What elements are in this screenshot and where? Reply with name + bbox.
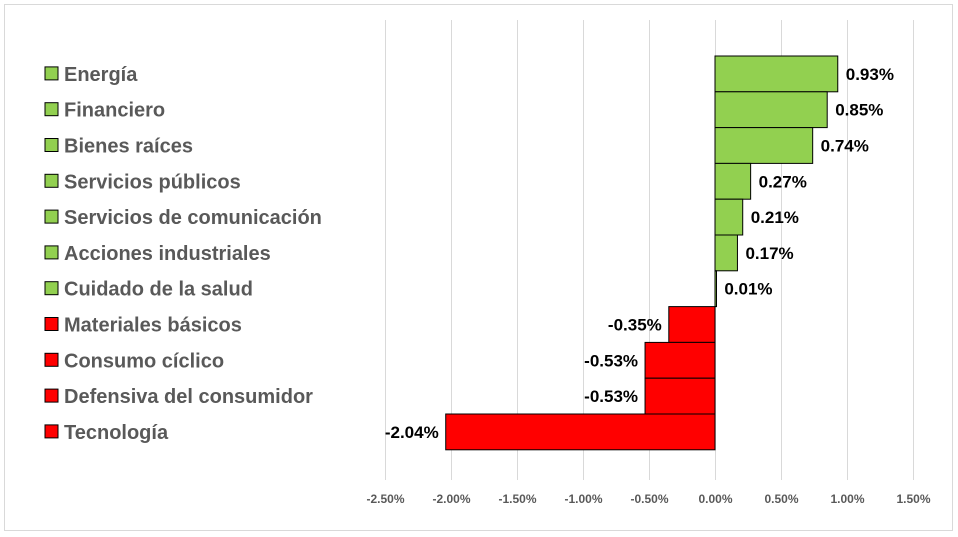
x-tick-label: 1.00%	[830, 492, 864, 506]
bar	[714, 127, 814, 164]
legend-swatch	[44, 173, 59, 188]
bar	[714, 91, 828, 129]
bar	[714, 162, 752, 200]
bar	[668, 306, 716, 343]
value-label: -2.04%	[385, 423, 439, 442]
legend-swatch	[44, 66, 59, 81]
x-tick-label: -1.00%	[564, 492, 602, 506]
category-label: Energía	[64, 64, 138, 86]
legend-swatch	[44, 102, 59, 117]
value-label: 0.21%	[751, 208, 799, 227]
value-label: 0.17%	[745, 244, 793, 263]
x-tick-label: -2.50%	[366, 492, 404, 506]
category-label: Cuidado de la salud	[64, 279, 253, 301]
bar	[445, 413, 716, 451]
category-label: Servicios públicos	[64, 171, 241, 193]
category-label: Bienes raíces	[64, 136, 193, 158]
category-label: Tecnología	[64, 422, 169, 444]
value-label: 0.27%	[759, 172, 807, 191]
legend-swatch	[44, 245, 59, 260]
x-tick-label: 0.50%	[764, 492, 798, 506]
category-label: Defensiva del consumidor	[64, 386, 313, 408]
x-tick-label: 1.50%	[896, 492, 930, 506]
value-label: 0.74%	[821, 137, 869, 156]
x-tick-label: -1.50%	[498, 492, 536, 506]
bar	[714, 55, 839, 93]
legend-swatch	[44, 352, 59, 367]
legend-swatch	[44, 317, 59, 331]
category-label: Financiero	[64, 100, 165, 122]
legend-swatch	[44, 424, 59, 439]
bar	[714, 270, 717, 308]
x-tick-label: -0.50%	[630, 492, 668, 506]
bars	[445, 55, 839, 451]
legend-swatch	[44, 138, 59, 152]
category-label: Consumo cíclico	[64, 350, 224, 372]
value-label: -0.53%	[584, 351, 638, 370]
bar	[714, 198, 744, 236]
x-tick-label: 0.00%	[698, 492, 732, 506]
value-label: 0.93%	[846, 65, 894, 84]
value-label: 0.85%	[835, 101, 883, 120]
category-label: Servicios de comunicación	[64, 207, 322, 229]
x-tick-label: -2.00%	[432, 492, 470, 506]
bar	[644, 377, 716, 415]
category-legend: Energía Financiero Bienes raíces Servicios …	[44, 64, 322, 444]
legend-swatch	[44, 281, 59, 296]
value-label: -0.35%	[608, 316, 662, 335]
value-label: -0.53%	[584, 387, 638, 406]
legend-swatch	[44, 388, 59, 403]
category-label: Materiales básicos	[64, 315, 242, 337]
category-label: Acciones industriales	[64, 243, 271, 265]
value-label: 0.01%	[724, 280, 772, 299]
value-labels: 0.93% 0.85% 0.74% 0.27% 0.21% 0.17% 0.01% -0.35…	[385, 65, 894, 442]
legend-swatch	[44, 209, 59, 224]
bar	[644, 341, 716, 379]
bar	[714, 234, 738, 272]
x-axis-ticks: -2.50% -2.00% -1.50% -1.00% -0.50% 0.00% 0.50%…	[366, 492, 930, 506]
